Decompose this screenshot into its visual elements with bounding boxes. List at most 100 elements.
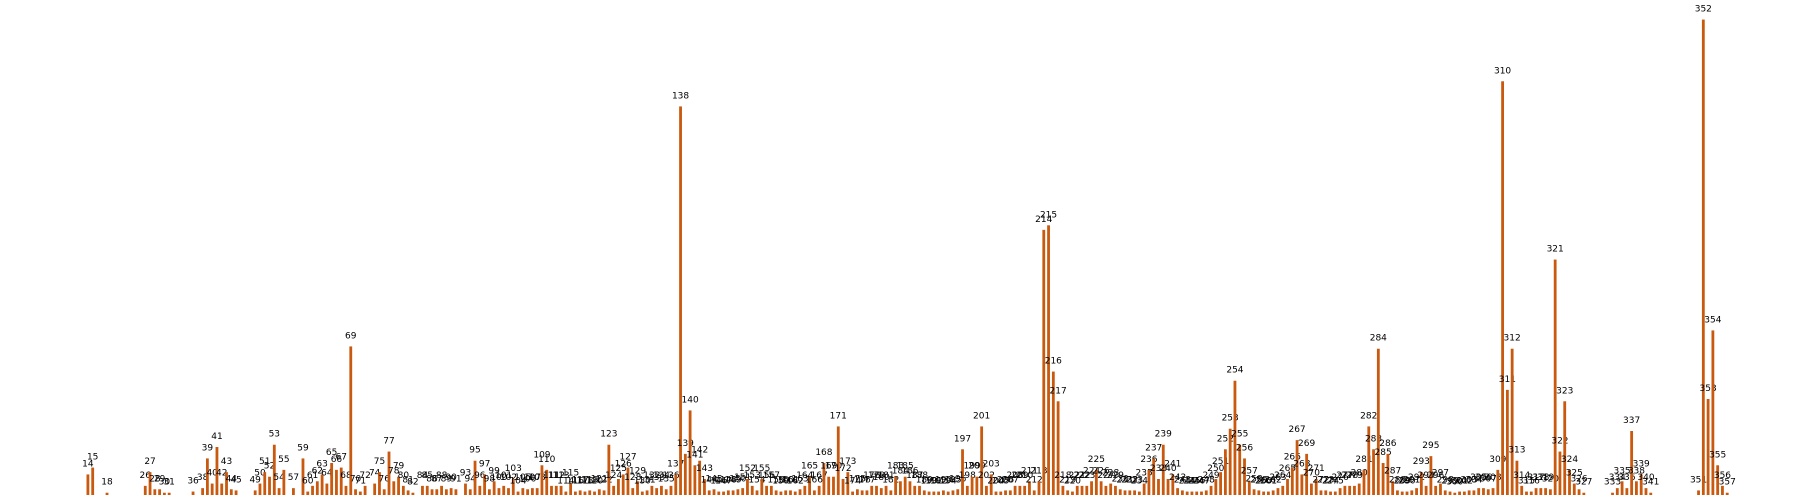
bar	[569, 483, 573, 495]
bar-label: 263	[1269, 473, 1286, 483]
bar	[1047, 225, 1050, 496]
bar	[1137, 491, 1141, 495]
bar	[602, 490, 606, 495]
bar	[268, 476, 271, 495]
bar	[344, 485, 348, 495]
bar	[301, 458, 305, 495]
bar	[1128, 490, 1132, 495]
bar-label: 55	[278, 455, 289, 465]
bar-label: 290	[1398, 477, 1415, 487]
bar-label: 294	[1418, 471, 1435, 481]
bar-label: 124	[605, 471, 622, 481]
bar-label: 295	[1422, 441, 1439, 451]
bar-label: 340	[1637, 473, 1654, 483]
bar	[1376, 348, 1380, 495]
bar-label: 162	[787, 477, 804, 487]
bar-label: 321	[1547, 245, 1564, 255]
bar-label: 357	[1719, 478, 1736, 488]
bar	[889, 490, 893, 495]
bar-label: 93	[460, 469, 471, 479]
bar-label: 292	[1408, 473, 1425, 483]
bar	[855, 489, 859, 495]
bar-label: 220	[1064, 477, 1081, 487]
bar	[1123, 490, 1127, 495]
bar	[980, 426, 984, 495]
bar-label: 250	[1207, 464, 1224, 474]
bar	[1611, 492, 1614, 495]
bar	[153, 489, 157, 495]
bar	[755, 490, 759, 495]
bar	[1061, 485, 1065, 495]
bar	[1180, 490, 1184, 495]
bar	[1238, 444, 1242, 495]
bar-label: 150	[729, 474, 746, 484]
bar-label: 197	[954, 434, 971, 444]
bar-label: 77	[383, 437, 394, 447]
bar-label: 193	[935, 475, 952, 485]
bar-label: 26	[140, 471, 152, 481]
bar	[1453, 492, 1457, 495]
bar	[1343, 485, 1347, 495]
bar	[822, 463, 826, 495]
bar-label: 274	[1322, 477, 1339, 487]
bar-label: 136	[662, 471, 679, 481]
bar	[712, 489, 716, 495]
bar	[1706, 399, 1710, 495]
bar	[86, 474, 90, 495]
bar-label: 187	[906, 471, 923, 481]
bar-label: 206	[997, 475, 1014, 485]
bar-label: 101	[495, 471, 512, 481]
bar	[574, 491, 577, 495]
bar	[1448, 491, 1452, 495]
bar-label: 223	[1078, 471, 1095, 481]
bar	[1644, 488, 1648, 495]
bar-label: 27	[144, 457, 155, 467]
bar	[1353, 485, 1356, 495]
bar-label: 81	[402, 475, 413, 485]
bar	[502, 485, 506, 495]
bar-label: 226	[1093, 466, 1110, 476]
bar	[1405, 491, 1409, 495]
bar-label: 320	[1542, 474, 1559, 484]
bar	[526, 489, 530, 495]
bar-label: 103	[505, 464, 522, 474]
bar	[1271, 490, 1275, 495]
bar	[736, 489, 740, 495]
bar	[660, 485, 663, 495]
bar	[1329, 491, 1332, 495]
bar	[263, 472, 267, 495]
bar	[516, 491, 520, 495]
bar	[1071, 491, 1074, 495]
bar-label: 90	[445, 473, 457, 483]
bar	[846, 472, 850, 495]
bar-label: 307	[1480, 474, 1497, 484]
bar-label: 184	[892, 466, 909, 476]
bar	[683, 453, 687, 495]
bar	[789, 490, 792, 495]
bar	[664, 489, 668, 495]
bar	[1209, 485, 1213, 495]
bar	[1496, 469, 1500, 495]
bar	[1075, 485, 1079, 495]
bar-label: 64	[321, 469, 333, 479]
bar-label: 260	[1255, 477, 1272, 487]
bar	[148, 472, 152, 495]
bar-label: 75	[374, 457, 385, 467]
bar	[1357, 483, 1361, 495]
bar-label: 156	[758, 471, 775, 481]
bar-label: 69	[345, 331, 357, 341]
bar	[927, 491, 931, 495]
bar-label: 289	[1394, 477, 1411, 487]
bar	[464, 483, 467, 495]
bar-label: 255	[1231, 430, 1248, 440]
bar-label: 52	[264, 462, 275, 472]
bar-label: 189	[916, 475, 933, 485]
bar	[593, 491, 596, 495]
bar	[325, 483, 329, 495]
bar-label: 123	[600, 430, 617, 440]
bar	[607, 444, 611, 495]
bar-label: 323	[1556, 386, 1573, 396]
bar-label: 106	[519, 474, 536, 484]
bar-label: 196	[949, 474, 966, 484]
bar-label: 98	[484, 474, 496, 484]
